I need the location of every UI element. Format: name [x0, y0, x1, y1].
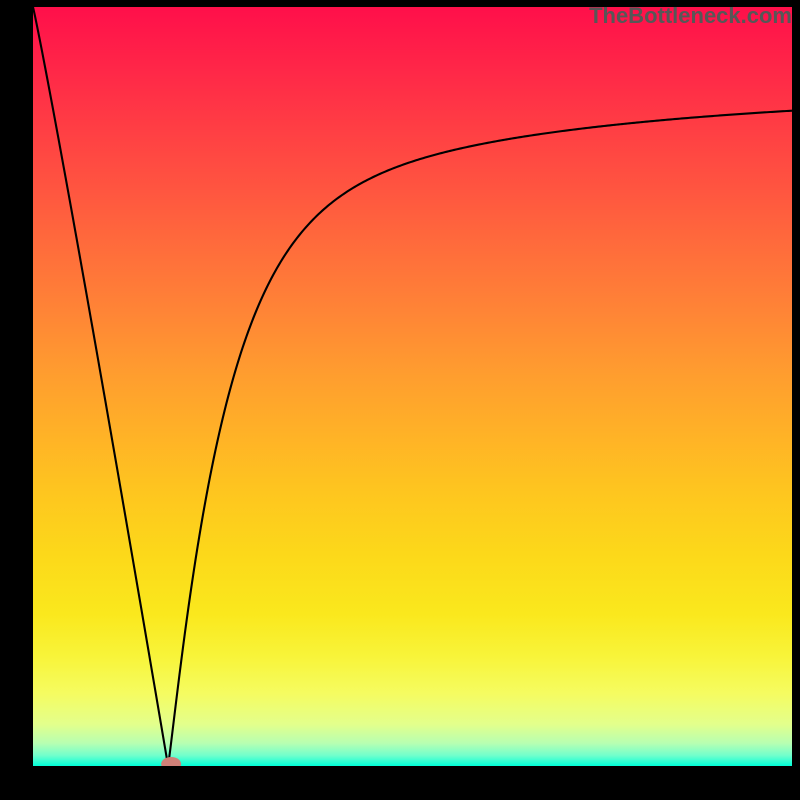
watermark-text: TheBottleneck.com [589, 3, 792, 29]
plot-svg [33, 7, 792, 766]
chart-canvas: TheBottleneck.com [0, 0, 800, 800]
gradient-background [33, 7, 792, 766]
plot-area [33, 7, 792, 766]
